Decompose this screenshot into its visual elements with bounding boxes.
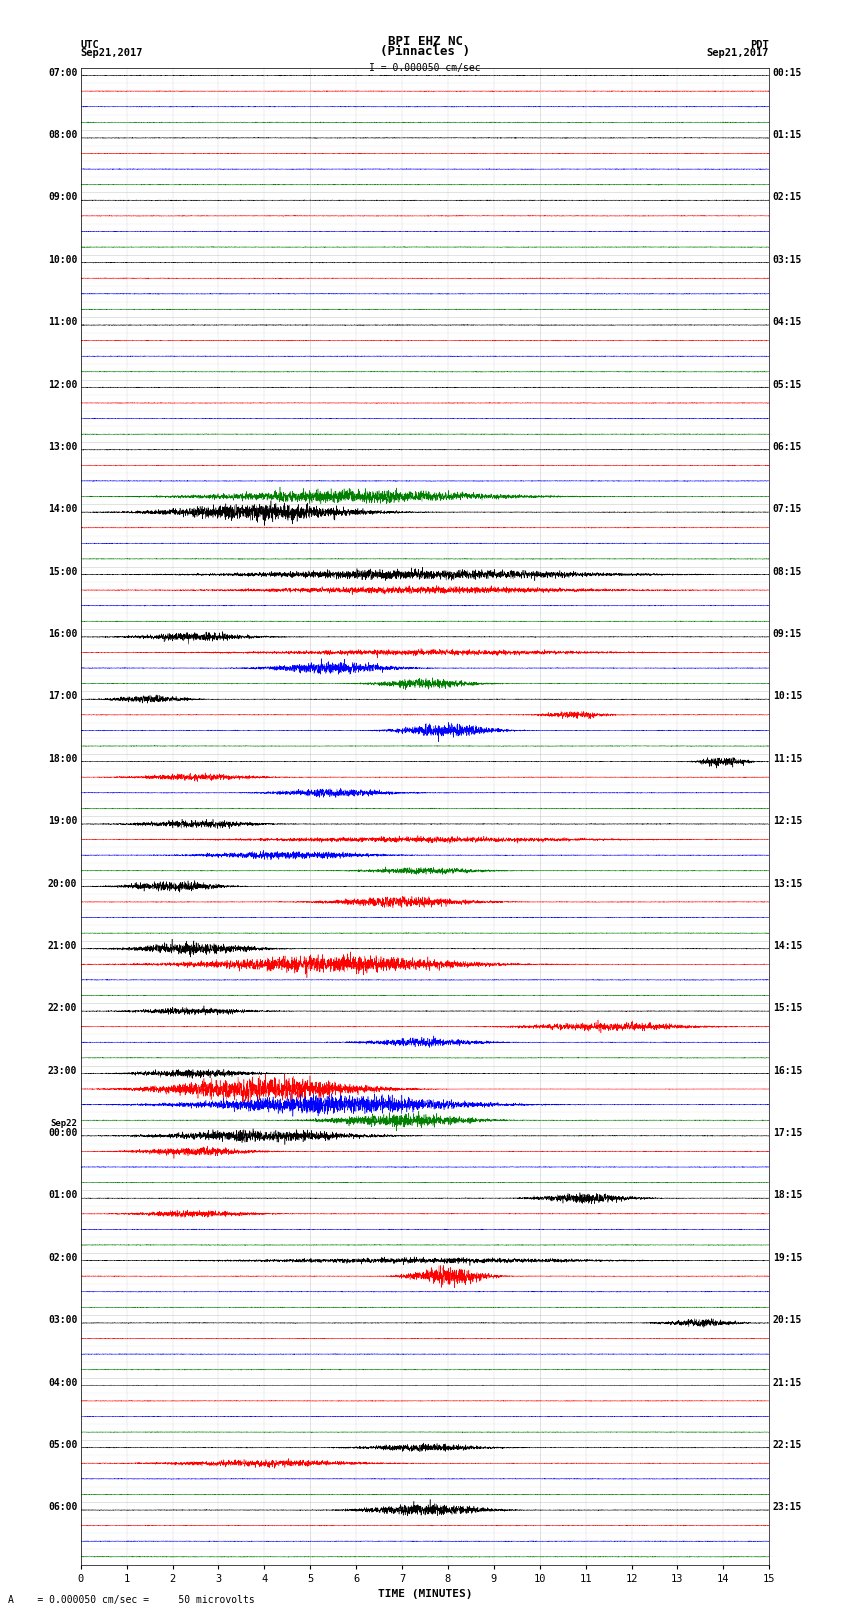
Text: 06:00: 06:00 [48, 1502, 77, 1513]
Text: 16:15: 16:15 [773, 1066, 802, 1076]
Text: Sep21,2017: Sep21,2017 [706, 48, 769, 58]
Text: 02:15: 02:15 [773, 192, 802, 203]
Text: UTC: UTC [81, 39, 99, 50]
Text: 13:00: 13:00 [48, 442, 77, 452]
Text: 06:15: 06:15 [773, 442, 802, 452]
Text: 17:00: 17:00 [48, 692, 77, 702]
Text: 11:00: 11:00 [48, 318, 77, 327]
Text: 08:15: 08:15 [773, 566, 802, 577]
Text: 18:00: 18:00 [48, 753, 77, 765]
Text: 09:15: 09:15 [773, 629, 802, 639]
Text: 15:15: 15:15 [773, 1003, 802, 1013]
Text: 00:00: 00:00 [48, 1127, 77, 1139]
Text: 10:15: 10:15 [773, 692, 802, 702]
Text: Sep21,2017: Sep21,2017 [81, 48, 144, 58]
Text: 16:00: 16:00 [48, 629, 77, 639]
Text: 01:15: 01:15 [773, 131, 802, 140]
Text: 19:00: 19:00 [48, 816, 77, 826]
Text: 03:00: 03:00 [48, 1315, 77, 1326]
Text: 12:00: 12:00 [48, 379, 77, 390]
Text: 00:15: 00:15 [773, 68, 802, 77]
Text: 04:15: 04:15 [773, 318, 802, 327]
Text: 09:00: 09:00 [48, 192, 77, 203]
Text: Sep22: Sep22 [50, 1119, 77, 1127]
Text: 02:00: 02:00 [48, 1253, 77, 1263]
Text: 13:15: 13:15 [773, 879, 802, 889]
Text: 14:00: 14:00 [48, 505, 77, 515]
Text: 21:15: 21:15 [773, 1378, 802, 1387]
Text: 12:15: 12:15 [773, 816, 802, 826]
Text: 22:00: 22:00 [48, 1003, 77, 1013]
Text: 18:15: 18:15 [773, 1190, 802, 1200]
Text: 20:00: 20:00 [48, 879, 77, 889]
Text: 23:00: 23:00 [48, 1066, 77, 1076]
Text: 17:15: 17:15 [773, 1127, 802, 1139]
Text: 23:15: 23:15 [773, 1502, 802, 1513]
Text: 03:15: 03:15 [773, 255, 802, 265]
Text: 14:15: 14:15 [773, 940, 802, 952]
Text: (Pinnacles ): (Pinnacles ) [380, 45, 470, 58]
X-axis label: TIME (MINUTES): TIME (MINUTES) [377, 1589, 473, 1598]
Text: 05:00: 05:00 [48, 1440, 77, 1450]
Text: 20:15: 20:15 [773, 1315, 802, 1326]
Text: 21:00: 21:00 [48, 940, 77, 952]
Text: 10:00: 10:00 [48, 255, 77, 265]
Text: I = 0.000050 cm/sec: I = 0.000050 cm/sec [369, 63, 481, 73]
Text: 07:00: 07:00 [48, 68, 77, 77]
Text: BPI EHZ NC: BPI EHZ NC [388, 34, 462, 47]
Text: 08:00: 08:00 [48, 131, 77, 140]
Text: PDT: PDT [751, 39, 769, 50]
Text: 05:15: 05:15 [773, 379, 802, 390]
Text: A    = 0.000050 cm/sec =     50 microvolts: A = 0.000050 cm/sec = 50 microvolts [8, 1595, 255, 1605]
Text: 04:00: 04:00 [48, 1378, 77, 1387]
Text: 11:15: 11:15 [773, 753, 802, 765]
Text: 07:15: 07:15 [773, 505, 802, 515]
Text: 15:00: 15:00 [48, 566, 77, 577]
Text: 22:15: 22:15 [773, 1440, 802, 1450]
Text: 01:00: 01:00 [48, 1190, 77, 1200]
Text: 19:15: 19:15 [773, 1253, 802, 1263]
